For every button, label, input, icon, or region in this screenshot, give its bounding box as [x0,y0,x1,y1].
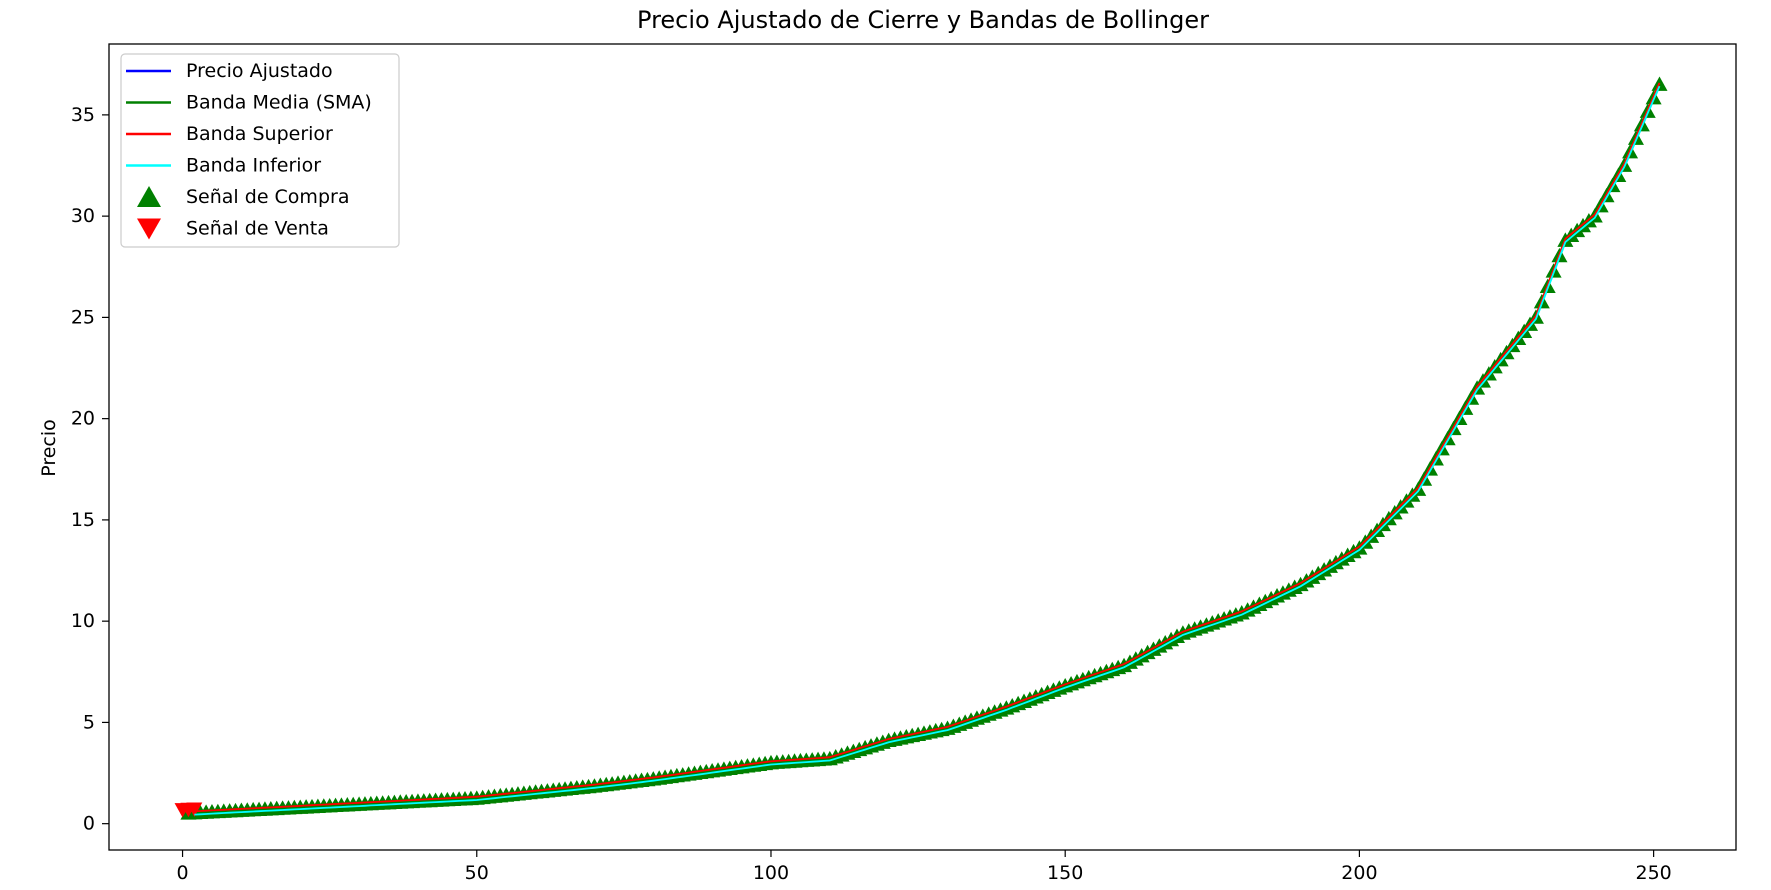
legend-item: Banda Media (SMA) [126,92,372,114]
y-tick-label: 35 [71,104,95,126]
legend-label: Banda Inferior [186,155,321,177]
legend-item: Señal de Venta [137,218,329,240]
y-tick-label: 15 [71,509,95,531]
series-line-banda-superior [182,82,1661,813]
y-tick-label: 25 [71,306,95,328]
y-axis-label: Precio [38,419,60,477]
legend-item: Banda Inferior [126,155,321,177]
legend-label: Precio Ajustado [186,60,333,82]
series-line-overlay-banda-superior [194,82,1661,813]
sell-signal-marker [186,802,203,817]
legend-swatch [137,218,161,240]
legend-box [120,53,400,248]
y-tick-label: 0 [83,813,95,835]
x-tick-label: 150 [1047,862,1083,884]
legend-item: Precio Ajustado [126,60,333,82]
x-tick-label: 250 [1635,862,1671,884]
x-tick-label: 200 [1341,862,1377,884]
legend: Precio Ajustado Banda Media (SMA) Banda Su… [120,53,400,248]
y-tick-label: 30 [71,205,95,227]
legend-label: Banda Media (SMA) [186,92,372,114]
legend-label: Señal de Venta [186,218,329,240]
legend-label: Banda Superior [186,123,333,145]
buy-signal-markers [180,76,1668,820]
x-tick-label: 50 [465,862,489,884]
chart-title: Precio Ajustado de Cierre y Bandas de Bo… [637,6,1209,34]
legend-item: Banda Superior [126,123,333,145]
sell-signal-markers [174,802,203,818]
y-tick-label: 20 [71,408,95,430]
plot-frame [108,43,1737,851]
legend-swatch [137,186,161,207]
legend-label: Señal de Compra [186,186,349,208]
x-axis: 0 50 100 150 200 250 [177,850,1672,884]
series-line-overlay-banda-inferior [194,85,1661,816]
y-axis: 0 5 10 15 20 25 30 35 [71,104,109,835]
y-tick-label: 5 [83,711,95,733]
x-tick-label: 100 [753,862,789,884]
plot-area [174,76,1668,820]
y-tick-label: 10 [71,610,95,632]
legend-item: Señal de Compra [137,186,349,208]
x-tick-label: 0 [177,862,189,884]
